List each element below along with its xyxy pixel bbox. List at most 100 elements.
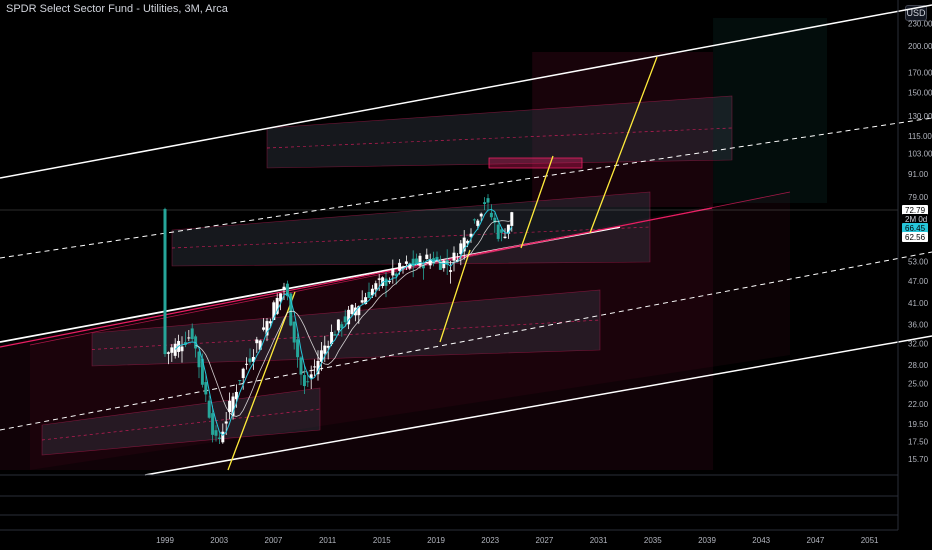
candle-body [347, 309, 351, 325]
candle [343, 309, 347, 327]
price-label-text: 2M 0d [905, 215, 927, 224]
x-tick-label: 2035 [644, 536, 662, 545]
candle [238, 379, 242, 386]
candle-body [330, 331, 334, 345]
candle-body [486, 198, 490, 203]
y-tick-label: 150.00 [908, 89, 932, 98]
target-zone-teal [713, 18, 827, 203]
candle-body [415, 258, 419, 264]
candle-body [364, 297, 368, 305]
candle-body [466, 240, 470, 244]
candle-body [248, 358, 252, 363]
price-label-bg [902, 205, 928, 215]
candle-body [357, 306, 361, 316]
candle-body [367, 291, 371, 298]
candle [217, 432, 221, 445]
x-tick-label: 2023 [481, 536, 499, 545]
candle [401, 265, 405, 274]
chart-title: SPDR Select Sector Fund - Utilities, 3M,… [6, 3, 228, 15]
candle [479, 212, 483, 222]
candle [323, 335, 327, 363]
candle [187, 329, 191, 342]
candle-body [309, 374, 313, 379]
candle-body [377, 278, 381, 280]
candle-body [282, 286, 286, 290]
price-label-text: 72.79 [905, 206, 926, 215]
candle-body [452, 252, 456, 261]
x-tick-label: 2031 [590, 536, 608, 545]
candle-body [438, 260, 442, 270]
y-tick-label: 47.00 [908, 277, 929, 286]
candle-body [398, 262, 402, 271]
candle-body [302, 375, 306, 387]
candle-body [285, 283, 289, 297]
candle-body [217, 437, 221, 439]
candle-body [306, 381, 310, 383]
candle-body [173, 343, 177, 356]
y-tick-label: 230.00 [908, 19, 932, 28]
candle [489, 204, 493, 221]
y-tick-label: 170.00 [908, 68, 932, 77]
candle-body [258, 340, 262, 350]
candle [455, 253, 459, 263]
price-label-last-price: 72.79 [902, 205, 928, 215]
candle-body [299, 357, 303, 375]
candle-body [187, 337, 191, 339]
candle-body [425, 254, 429, 259]
candle [384, 272, 388, 298]
candle-body [251, 356, 255, 362]
candle [313, 359, 317, 377]
x-tick-label: 2011 [319, 536, 337, 545]
candle-body [401, 266, 405, 270]
candle-body [241, 368, 245, 379]
candle-body [394, 273, 398, 277]
candle-body [211, 413, 215, 435]
price-label-moving-average: 62.56 [902, 232, 928, 242]
y-tick-label: 36.00 [908, 320, 929, 329]
channel-box-3 [91, 289, 601, 367]
candle-body [316, 360, 320, 375]
candle-body [472, 219, 476, 221]
candle-body [411, 258, 415, 267]
candle-body [275, 297, 279, 314]
candle-body [418, 255, 422, 266]
candle-body [180, 346, 184, 352]
candle [442, 259, 446, 272]
candle-body [231, 396, 235, 416]
candle [251, 349, 255, 370]
projection-line-4 [589, 56, 658, 234]
y-tick-label: 103.00 [908, 150, 932, 159]
y-tick-label: 91.00 [908, 170, 929, 179]
candle-body [374, 283, 378, 290]
x-tick-label: 2015 [373, 536, 391, 545]
candle [279, 293, 283, 311]
candle-body [289, 293, 293, 326]
projection-line-1 [227, 291, 296, 471]
candle [268, 318, 272, 327]
candle [245, 357, 249, 370]
candle [333, 330, 337, 336]
moving-average-slow [195, 220, 512, 417]
candle-body [170, 347, 174, 353]
candle-body [404, 261, 408, 264]
drawing-layer [0, 4, 932, 476]
candle [506, 224, 510, 239]
candle [336, 319, 340, 335]
candle-body [313, 366, 317, 368]
candle [204, 373, 208, 403]
x-tick-label: 2007 [265, 536, 283, 545]
candle [350, 303, 354, 316]
candle [180, 336, 184, 363]
candle [425, 248, 429, 260]
candle [292, 321, 296, 350]
candle-body [245, 363, 249, 365]
candle [221, 423, 225, 444]
y-tick-label: 19.50 [908, 420, 929, 429]
candle-body [506, 224, 510, 234]
candle-body [496, 224, 500, 239]
candle [459, 240, 463, 266]
candle-body [224, 421, 228, 424]
candle [360, 290, 364, 304]
candle [289, 292, 293, 327]
